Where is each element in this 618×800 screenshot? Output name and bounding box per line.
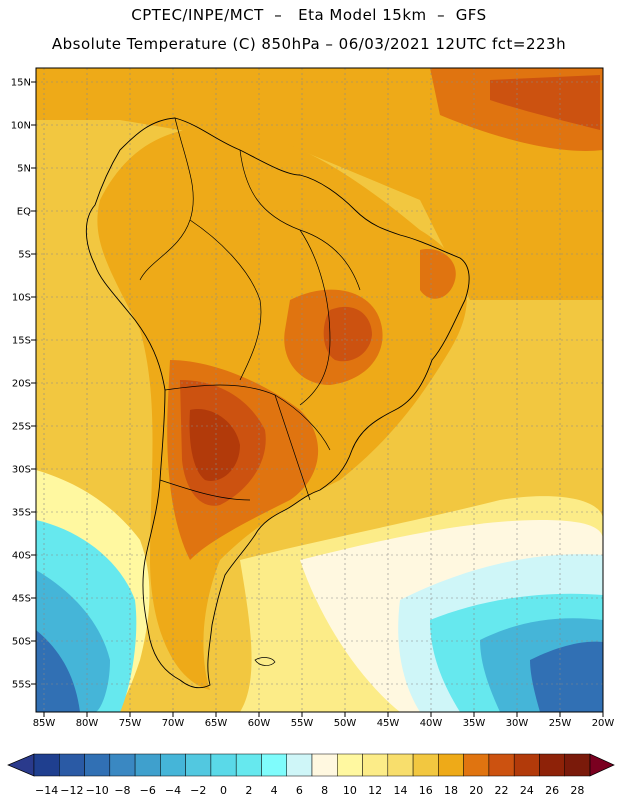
falkland-islands <box>254 657 276 666</box>
hot-spot-northeast <box>490 75 600 130</box>
legend-label: −2 <box>190 784 206 797</box>
lat-tick-label: 10S <box>12 293 31 304</box>
lat-tick-label: 50S <box>12 637 31 648</box>
legend-swatch <box>185 753 212 777</box>
lon-tick-label: 20W <box>592 718 615 729</box>
legend-swatch <box>33 753 60 777</box>
lon-tick-label: 25W <box>549 718 572 729</box>
legend-label: 2 <box>245 784 252 797</box>
chart-title-variable: Absolute Temperature (C) 850hPa – 06/03/… <box>51 35 567 53</box>
legend-label: 10 <box>343 784 357 797</box>
longitude-axis: 85W 80W 75W 70W 65W 60W 55W 50W 45W 40W 35W 30W 25W 2… <box>33 712 615 729</box>
tropical-atlantic-warm <box>36 68 603 300</box>
lat-tick-label: 10N <box>11 121 31 132</box>
south-atlantic-coldest <box>530 641 603 712</box>
legend-label: −14 <box>35 784 58 797</box>
lon-tick-label: 45W <box>377 718 400 729</box>
chart-title-model: CPTEC/INPE/MCT – Eta Model 15km – GFS <box>131 6 487 24</box>
legend-label: 8 <box>321 784 328 797</box>
northeast-brazil-warm <box>420 249 456 299</box>
lat-tick-label: 30S <box>12 465 31 476</box>
legend-swatch <box>564 753 591 777</box>
lon-tick-label: 85W <box>33 718 56 729</box>
legend-label: 18 <box>444 784 458 797</box>
lat-tick-label: 5S <box>18 250 31 261</box>
lon-tick-label: 80W <box>76 718 99 729</box>
lon-tick-label: 35W <box>463 718 486 729</box>
legend-label: 4 <box>271 784 278 797</box>
legend-label: −4 <box>165 784 181 797</box>
legend-label: −6 <box>140 784 156 797</box>
legend-label: −12 <box>60 784 83 797</box>
legend-swatch <box>513 753 540 777</box>
lat-tick-label: 20S <box>12 379 31 390</box>
lat-tick-label: 15N <box>11 78 31 89</box>
legend-label: 26 <box>545 784 559 797</box>
lat-tick-label: EQ <box>17 207 31 218</box>
lat-tick-label: 25S <box>12 422 31 433</box>
legend-swatch <box>438 753 464 777</box>
map-graticule <box>36 68 603 712</box>
lon-tick-label: 65W <box>205 718 228 729</box>
lon-tick-label: 55W <box>291 718 314 729</box>
legend-swatch <box>387 753 414 777</box>
south-pacific-coldest <box>36 630 80 712</box>
legend-label: −8 <box>114 784 130 797</box>
legend-swatch <box>160 753 186 777</box>
lon-tick-label: 30W <box>506 718 529 729</box>
legend-swatch <box>337 753 363 777</box>
lon-tick-label: 70W <box>162 718 185 729</box>
latitude-axis: 15N 10N 5N EQ 5S 10S 15S 20S 25S 30S 35S 40S 45S 50S 5… <box>11 78 36 691</box>
legend-swatch <box>463 753 490 777</box>
lon-tick-label: 60W <box>248 718 271 729</box>
chaco-hottest-core <box>189 409 240 481</box>
country-borders <box>139 117 361 501</box>
color-legend: −14 −12 −10 −8 −6 −4 −2 0 2 4 6 8 10 12 14 16 18 20 22 24 26… <box>7 753 615 797</box>
lat-tick-label: 45S <box>12 594 31 605</box>
central-brazil-hot <box>323 306 372 362</box>
legend-arrow-right <box>589 753 615 777</box>
lon-tick-label: 50W <box>334 718 357 729</box>
lon-tick-label: 40W <box>420 718 443 729</box>
legend-swatch <box>210 753 237 777</box>
lat-tick-label: 55S <box>12 680 31 691</box>
legend-swatch <box>488 753 515 777</box>
legend-label: 12 <box>368 784 382 797</box>
legend-swatch <box>235 753 262 777</box>
legend-label: 28 <box>570 784 584 797</box>
legend-label: 20 <box>469 784 483 797</box>
legend-swatch <box>412 753 439 777</box>
lat-tick-label: 5N <box>17 164 31 175</box>
lat-tick-label: 40S <box>12 551 31 562</box>
lon-tick-label: 75W <box>119 718 142 729</box>
legend-swatch <box>84 753 111 777</box>
legend-label: 0 <box>220 784 227 797</box>
legend-swatch <box>539 753 565 777</box>
temperature-field <box>36 68 603 712</box>
legend-swatch <box>286 753 313 777</box>
map-frame <box>35 67 604 713</box>
legend-label: 14 <box>393 784 407 797</box>
legend-swatch <box>362 753 389 777</box>
legend-label: −10 <box>86 784 109 797</box>
legend-label: 22 <box>495 784 509 797</box>
legend-swatch <box>109 753 136 777</box>
legend-label: 16 <box>419 784 433 797</box>
legend-swatch <box>134 753 161 777</box>
legend-label: 6 <box>296 784 303 797</box>
lat-tick-label: 15S <box>12 336 31 347</box>
legend-swatch <box>59 753 85 777</box>
legend-label: 24 <box>520 784 534 797</box>
lat-tick-label: 35S <box>12 508 31 519</box>
south-america-coastline <box>85 117 470 689</box>
legend-swatch <box>261 753 287 777</box>
legend-arrow-left <box>7 753 35 777</box>
legend-swatch <box>311 753 338 777</box>
